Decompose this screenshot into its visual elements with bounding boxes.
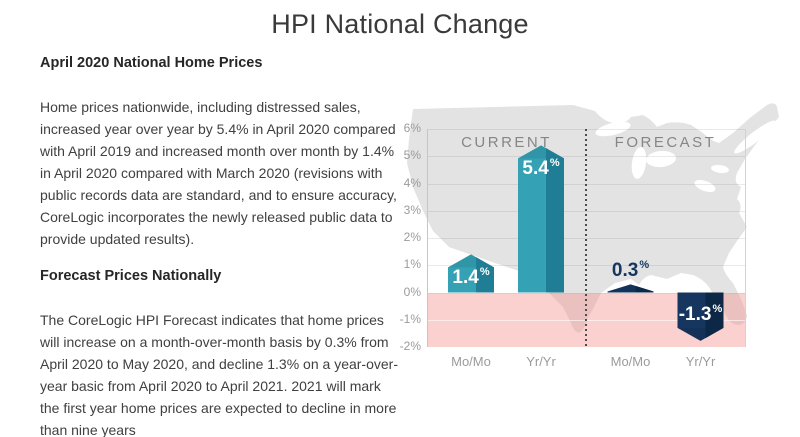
bar-current-yryr-value-label: 5.4% — [522, 157, 560, 180]
great-lakes — [595, 120, 776, 193]
bar-forecast-yryr-value: -1.3 — [678, 304, 712, 326]
bar-labels-layer: 1.4% Mo/Mo 5.4% Yr/Yr 0.3% Mo/Mo -1.3% Yr/Yr — [383, 95, 800, 410]
us-map-background — [407, 103, 779, 334]
bar-current-momo-value-label: 1.4% — [452, 266, 490, 289]
hpi-national-chart: 6% 5% 4% 3% 2% 1% 0% -1% -2% CURRENT FORECAST 1.… — [383, 95, 800, 410]
bar-current-yryr-percent-sign: % — [549, 157, 560, 170]
y-axis-tick-2: 2% — [403, 230, 421, 244]
y-axis-tick-5: 5% — [403, 148, 421, 163]
plot-left-edge — [427, 129, 428, 347]
current-forecast-divider — [585, 129, 587, 347]
bar-current-momo-percent-sign: % — [479, 266, 490, 279]
section-heading-forecast-prices: Forecast Prices Nationally — [40, 268, 222, 284]
bar-current-yryr-value: 5.4 — [522, 158, 549, 180]
bar-current-momo-side-shade — [476, 257, 494, 293]
chart-section-label-current: CURRENT — [461, 134, 552, 151]
section-body-forecast-prices: The CoreLogic HPI Forecast indicates tha… — [40, 312, 398, 437]
bar-current-momo-value: 1.4 — [452, 267, 479, 289]
bar-forecast-momo-side-shade — [635, 285, 654, 293]
x-axis-label-bar-forecast-momo: Mo/Mo — [610, 354, 651, 369]
x-axis-label-bar-forecast-yryr: Yr/Yr — [685, 354, 716, 369]
bar-current-yryr-side-shade — [546, 148, 564, 293]
bar-forecast-yryr-side-shade — [705, 292, 724, 339]
x-axis-label-bar-current-yryr: Yr/Yr — [526, 354, 556, 369]
chart-section-label-forecast: FORECAST — [614, 134, 717, 151]
y-axis-tick--1: -1% — [399, 311, 421, 326]
y-axis-tick--2: -2% — [399, 339, 421, 353]
us-map-silhouette — [407, 103, 779, 334]
y-axis-tick-4: 4% — [403, 175, 421, 190]
y-axis-tick-6: 6% — [403, 121, 421, 135]
section-heading-current-prices: April 2020 National Home Prices — [40, 55, 263, 71]
y-axis-tick-0: 0% — [403, 284, 421, 299]
plot-right-edge — [745, 129, 746, 347]
bar-forecast-yryr-percent-sign: % — [712, 302, 723, 315]
bar-forecast-yryr-value-label: -1.3% — [678, 302, 723, 326]
bar-forecast-momo-value-label: 0.3% — [611, 259, 650, 282]
y-axis-tick-3: 3% — [403, 202, 421, 217]
bars-layer — [448, 145, 724, 341]
bar-forecast-momo-value: 0.3 — [611, 260, 639, 282]
page-title: HPI National Change — [271, 9, 529, 39]
section-body-current-prices: Home prices nationwide, including distre… — [40, 99, 397, 247]
y-axis-tick-1: 1% — [403, 257, 421, 272]
bar-forecast-momo-percent-sign: % — [639, 259, 650, 272]
x-axis-label-bar-current-momo: Mo/Mo — [451, 354, 491, 369]
article-text: April 2020 National Home Prices Home pri… — [40, 55, 400, 437]
